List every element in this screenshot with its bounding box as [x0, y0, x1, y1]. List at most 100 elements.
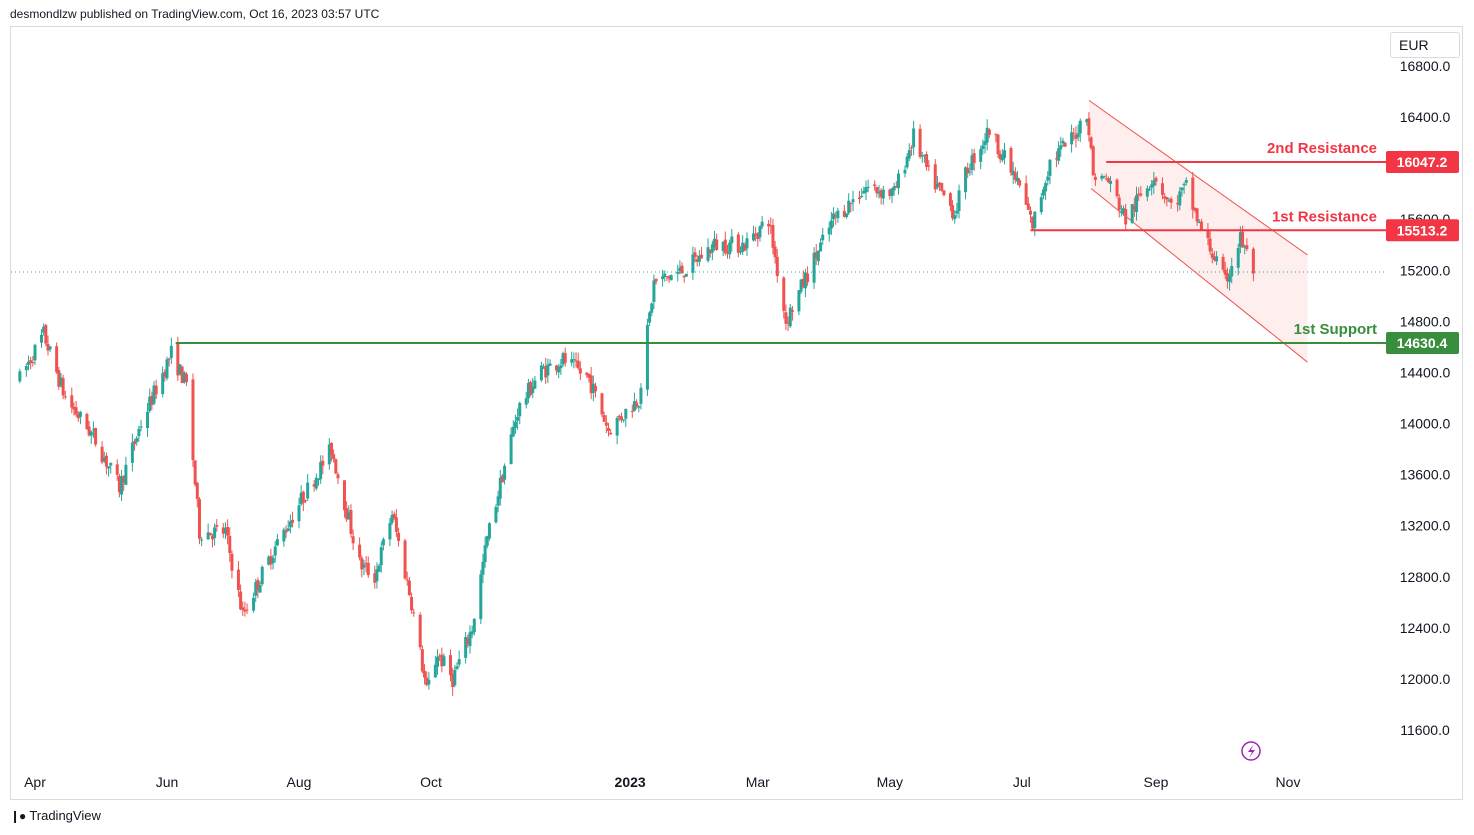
candle-body: [578, 368, 582, 374]
candle-body: [721, 241, 725, 252]
candle-body: [1206, 230, 1210, 238]
candle-body: [451, 674, 455, 688]
candle-body: [1031, 216, 1035, 229]
candle-body: [652, 280, 656, 302]
candle-body: [1197, 221, 1201, 223]
candle-body: [741, 242, 745, 252]
candle-body: [1078, 120, 1082, 134]
candle-body: [1160, 183, 1164, 195]
candle-body: [342, 480, 346, 511]
candle-body: [1124, 209, 1128, 225]
candle-body: [691, 254, 695, 273]
candle-body: [390, 514, 394, 523]
candle-body: [803, 272, 807, 289]
candle-body: [487, 523, 491, 539]
candle-body: [827, 227, 831, 235]
candle-body: [304, 500, 308, 502]
candle-body: [46, 343, 50, 351]
y-tick-label: 14000.0: [1400, 416, 1451, 432]
candle-body: [282, 529, 286, 542]
candle-body: [708, 249, 712, 254]
candle-body: [745, 238, 749, 249]
candle-body: [526, 382, 530, 399]
candle-body: [1169, 198, 1173, 203]
candle-body: [539, 365, 543, 381]
y-tick-label: 14800.0: [1400, 313, 1451, 329]
candle-body: [1089, 137, 1093, 149]
candle-body: [909, 147, 913, 149]
candle-body: [150, 396, 154, 405]
candle-body: [637, 406, 641, 408]
candle-body: [862, 190, 866, 194]
candle-body: [206, 532, 210, 540]
candle-body: [847, 200, 851, 214]
candle-body: [1011, 170, 1015, 176]
candle-body: [176, 343, 180, 376]
candle-body: [362, 564, 366, 568]
candle-body: [836, 210, 840, 219]
candle-body: [61, 378, 65, 396]
candle-body: [682, 275, 686, 278]
candle-body: [44, 325, 48, 344]
candle-body: [425, 677, 429, 686]
candle-body: [200, 539, 204, 541]
candle-body: [1013, 172, 1017, 180]
footer-brand: TradingView: [29, 808, 101, 823]
candle-body: [570, 359, 574, 363]
candle-body: [531, 386, 535, 394]
candle-body: [109, 462, 113, 466]
candle-body: [1039, 197, 1043, 213]
candle-body: [773, 246, 777, 258]
candle-body: [864, 187, 868, 193]
candle-body: [349, 509, 353, 534]
candle-body: [133, 441, 137, 445]
candle-body: [693, 252, 697, 257]
level-price-label: 16047.2: [1397, 154, 1448, 170]
candle-body: [1193, 207, 1197, 211]
candle-body: [710, 244, 714, 253]
candle-body: [771, 224, 775, 248]
candle-body: [453, 670, 457, 686]
footer: ❙● TradingView: [10, 808, 101, 823]
candle-body: [213, 527, 217, 538]
candle-body: [700, 254, 704, 259]
candle-body: [957, 190, 961, 212]
candle-body: [786, 322, 790, 324]
candle-body: [1135, 195, 1139, 213]
candle-body: [806, 273, 810, 283]
candle-body: [78, 411, 82, 417]
candle-body: [327, 444, 331, 465]
channel-upper-line: [1088, 99, 1308, 256]
candle-body: [500, 475, 504, 483]
candle-body: [76, 414, 80, 419]
candle-body: [297, 505, 301, 522]
candle-body: [1072, 133, 1076, 135]
candle-body: [509, 434, 513, 465]
candle-body: [1106, 178, 1110, 183]
candle-body: [1018, 180, 1022, 186]
level-price-label: 14630.4: [1397, 335, 1448, 351]
candle-body: [466, 638, 470, 644]
candle-body: [617, 415, 621, 418]
candle-body: [498, 477, 502, 499]
candle-body: [360, 557, 364, 570]
candle-body: [319, 461, 323, 480]
x-tick-label: Oct: [420, 774, 442, 790]
candle-body: [849, 202, 853, 205]
candle-body: [609, 432, 613, 435]
candle-body: [39, 334, 43, 343]
candle-body: [139, 426, 143, 428]
candle-body: [1176, 202, 1180, 205]
candle-body: [392, 513, 396, 518]
currency-badge[interactable]: EUR: [1390, 32, 1460, 58]
candle-body: [1048, 159, 1052, 176]
candle-body: [816, 250, 820, 262]
candle-body: [918, 128, 922, 157]
candle-body: [182, 372, 186, 383]
y-tick-label: 15200.0: [1400, 262, 1451, 278]
candle-body: [548, 363, 552, 366]
candle-body: [1119, 211, 1123, 213]
candle-body: [925, 154, 929, 168]
candle-body: [769, 225, 773, 227]
